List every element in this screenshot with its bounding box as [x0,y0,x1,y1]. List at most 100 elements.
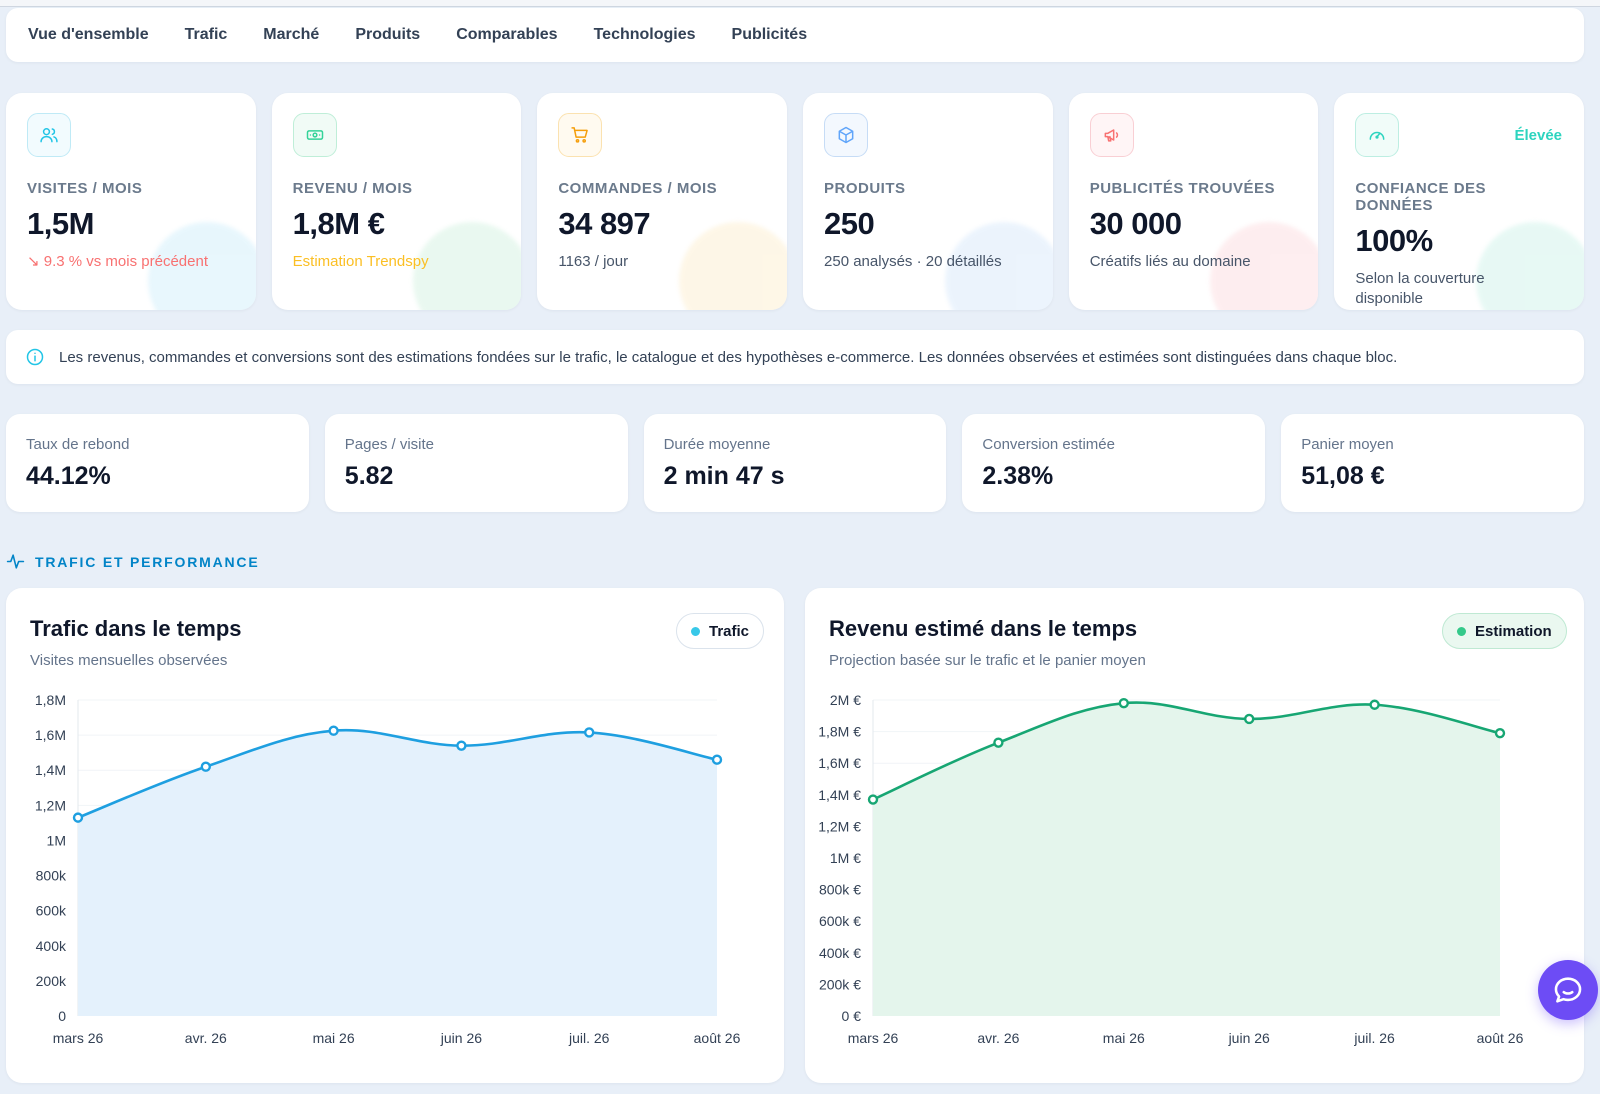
chart-title: Revenu estimé dans le temps [829,616,1138,641]
nav-ads[interactable]: Publicités [731,26,808,43]
metric-conversion: Conversion estimée 2.38% [962,414,1266,512]
y-tick-label: 1,6M € [818,755,861,771]
metric-value: 44.12% [26,462,111,490]
stat-label: COMMANDES / MOIS [558,180,718,197]
metric-value: 2 min 47 s [663,462,785,490]
metrics-row: Taux de rebond 44.12% Pages / visite 5.8… [6,414,1584,512]
stat-value: 34 897 [558,206,651,241]
metric-value: 5.82 [344,462,394,490]
metric-avg-basket: Panier moyen 51,08 € [1281,414,1584,512]
x-tick-label: mai 26 [313,1030,355,1046]
stat-trend: ↘ 9.3 % vs mois précédent [27,253,208,270]
cart-icon [558,113,603,157]
chart-subtitle: Projection basée sur le trafic et le pan… [829,652,1146,669]
info-banner: Les revenus, commandes et conversions so… [6,330,1584,384]
y-tick-label: 0 [58,1008,66,1024]
y-tick-label: 800k [36,868,67,884]
series-line [872,701,1501,801]
y-tick-label: 400k [36,938,67,954]
data-point [1369,699,1380,710]
legend-pill-estimation[interactable]: Estimation [1442,613,1567,649]
metric-pages-per-visit: Pages / visite 5.82 [324,414,628,512]
chat-icon [1554,977,1582,1003]
section-heading: TRAFIC ET PERFORMANCE [6,552,259,571]
stat-card-orders: COMMANDES / MOIS 34 897 1163 / jour [537,93,788,310]
metric-label: Durée moyenne [663,436,771,453]
stat-value: 1,5M [27,206,94,241]
card-decoration [1210,222,1319,310]
data-point [584,727,595,738]
stat-card-ads: PUBLICITÉS TROUVÉES 30 000 Créatifs liés… [1068,93,1319,310]
y-tick-label: 2M € [830,692,861,708]
data-point [200,761,212,772]
metric-value: 51,08 € [1301,462,1385,490]
stat-label: PRODUITS [824,180,906,197]
window-top-edge [0,0,1600,7]
legend-label: Estimation [1475,622,1552,640]
stat-value: 100% [1355,223,1433,258]
info-icon [26,348,44,366]
data-point [711,754,723,765]
chat-button[interactable] [1538,960,1598,1020]
metric-avg-duration: Durée moyenne 2 min 47 s [643,414,947,512]
y-tick-label: 200k [36,973,67,989]
megaphone-icon [1089,113,1134,157]
banknote-icon [292,113,337,157]
legend-dot [691,626,700,636]
data-point [993,737,1004,748]
data-point [1244,713,1255,725]
stat-label: PUBLICITÉS TROUVÉES [1089,180,1276,197]
stat-source: Estimation Trendspy [292,253,429,270]
gauge-icon [1355,113,1400,157]
metric-label: Taux de rebond [26,436,130,453]
top-nav: Vue d'ensemble Trafic Marché Produits Co… [6,8,1584,62]
nav-overview[interactable]: Vue d'ensemble [28,26,149,43]
x-tick-label: avr. 26 [185,1030,227,1046]
y-tick-label: 600k [36,903,67,919]
chart-subtitle: Visites mensuelles observées [30,652,228,669]
nav-comparables[interactable]: Comparables [456,26,558,43]
data-point [72,812,84,823]
y-tick-label: 200k € [819,976,861,992]
x-tick-label: mars 26 [848,1030,899,1046]
y-tick-label: 400k € [819,945,861,961]
stat-value: 1,8M € [292,206,385,241]
x-tick-label: août 26 [1477,1030,1524,1046]
data-point [456,740,467,751]
data-point [1118,697,1129,709]
y-tick-label: 600k € [819,913,861,929]
metric-bounce-rate: Taux de rebond 44.12% [6,414,309,512]
stat-label: VISITES / MOIS [27,180,143,197]
y-tick-label: 0 € [842,1008,862,1024]
stat-card-products: PRODUITS 250 250 analysés · 20 détaillés [803,93,1053,310]
nav-products[interactable]: Produits [355,26,421,43]
revenue-chart-card: Revenu estimé dans le temps Projection b… [805,588,1584,1083]
nav-technologies[interactable]: Technologies [593,26,696,43]
nav-market[interactable]: Marché [263,26,320,43]
legend-pill-traffic[interactable]: Trafic [676,613,765,649]
card-decoration [679,222,788,310]
area-fill [873,702,1500,1016]
activity-icon [6,554,25,569]
x-tick-label: août 26 [694,1030,741,1046]
x-tick-label: juil. 26 [568,1030,610,1046]
stats-row: VISITES / MOIS 1,5M ↘ 9.3 % vs mois préc… [6,93,1585,310]
chart-title: Trafic dans le temps [30,616,242,641]
y-tick-label: 1,4M € [818,787,861,803]
info-text: Les revenus, commandes et conversions so… [59,348,1398,366]
stat-value: 30 000 [1089,206,1182,241]
nav-traffic[interactable]: Trafic [184,26,228,43]
stat-sub: Créatifs liés au domaine [1089,253,1251,270]
data-point [867,794,879,805]
stat-value: 250 [824,206,875,241]
confidence-badge: Élevée [1514,127,1563,144]
y-tick-label: 1,2M € [818,818,861,834]
y-tick-label: 1,8M [35,692,66,708]
box-icon [824,113,869,157]
series-line [77,728,718,819]
legend-label: Trafic [709,622,750,640]
area-fill [78,730,717,1016]
x-tick-label: mars 26 [53,1030,104,1046]
x-tick-label: juin 26 [1228,1030,1270,1046]
metric-label: Panier moyen [1301,436,1394,453]
